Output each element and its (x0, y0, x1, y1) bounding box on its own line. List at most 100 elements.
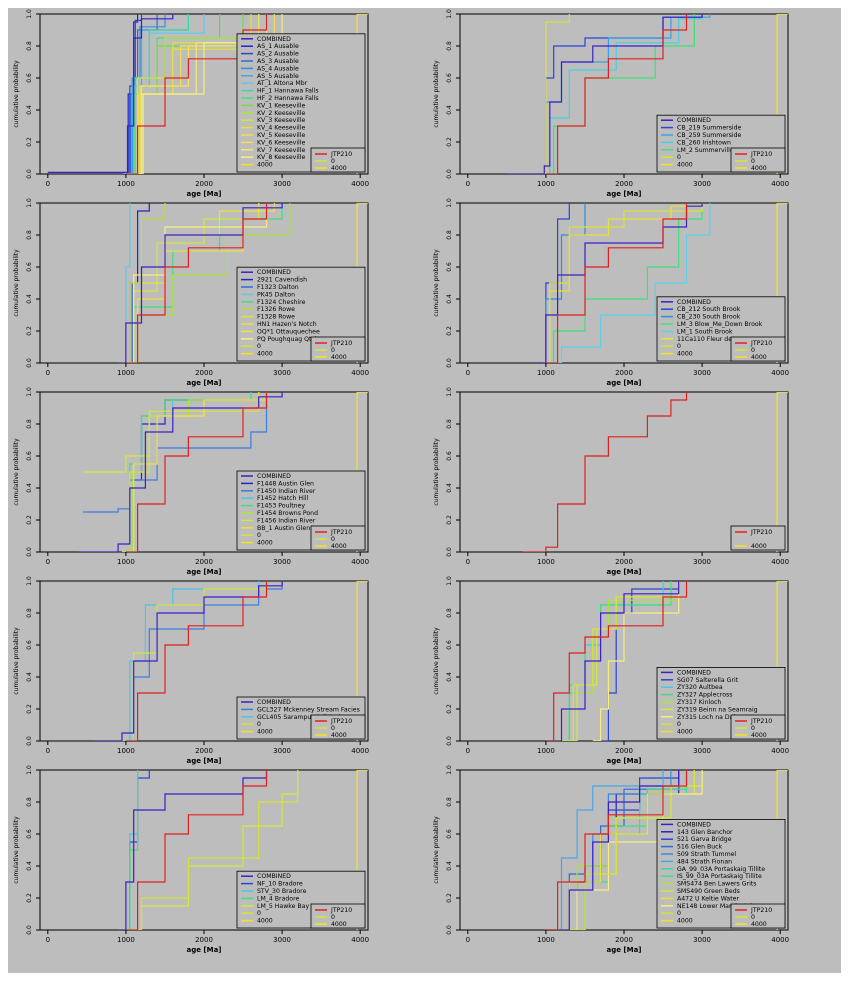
series-line-0 (122, 392, 260, 552)
y-axis-label: cumulative probability (13, 816, 20, 884)
y-tick-label: 0.6 (446, 451, 453, 461)
x-tick-label: 2000 (615, 369, 633, 377)
x-tick-label: 3000 (693, 180, 711, 188)
y-tick-label: 0.0 (446, 736, 453, 746)
reference-legend-box (310, 903, 366, 929)
legend-label: SMS490 Green Beds (677, 888, 740, 895)
chart-panel-6: 0.0 0.2 0.4 0.6 0.8 1.0 0 1000 2000 3000 4000 age [… (433, 387, 789, 576)
legend-label: ZY317 Kinloch (677, 699, 721, 706)
series-line-4000 (776, 392, 788, 552)
y-tick-label: 0.8 (446, 230, 453, 240)
chart-panel-3: 0.0 0.2 0.4 0.6 0.8 1.0 0 1000 2000 3000 4000 age [… (13, 198, 369, 387)
y-tick-label: 0.4 (446, 672, 453, 682)
y-tick-label: 1.0 (26, 765, 33, 775)
series-line-bb-1-austin-glen (122, 392, 260, 552)
legend-label: 509 Strath Tummel (677, 851, 736, 858)
legend-label: A472 U Keltie Water (677, 895, 739, 902)
legend-label: KV_7 Keeseville (257, 147, 305, 154)
legend-label: 4000 (677, 729, 693, 736)
y-tick-label: 0.6 (26, 829, 33, 839)
legend-label: ZY315 Loch na Dal (677, 714, 735, 721)
legend-label: 0 (257, 532, 261, 539)
chart-panel-8: 0.0 0.2 0.4 0.6 0.8 1.0 0 1000 2000 3000 4000 age [… (433, 576, 789, 765)
chart-panel-5: 0.0 0.2 0.4 0.6 0.8 1.0 0 1000 2000 3000 4000 age [… (13, 387, 369, 576)
series-line-f1456-indian-river (83, 392, 268, 473)
figure: 0.0 0.2 0.4 0.6 0.8 1.0 0 1000 2000 3000 4000 age [… (8, 8, 841, 973)
y-tick-label: 0.6 (26, 73, 33, 83)
x-tick-label: 4000 (351, 558, 369, 566)
y-tick-label: 0.8 (446, 419, 453, 429)
y-tick-label: 0.2 (446, 137, 453, 147)
legend-label: 4000 (257, 351, 273, 358)
x-axis-label: age [Ma] (186, 379, 221, 387)
y-tick-label: 0.2 (446, 515, 453, 525)
legend-label: 2921 Cavendish (257, 277, 307, 284)
x-tick-label: 3000 (693, 369, 711, 377)
series-line-0 (542, 203, 703, 363)
y-axis-label: cumulative probability (13, 249, 20, 317)
legend-label: F1324 Cheshire (257, 299, 306, 306)
y-axis-label: cumulative probability (433, 627, 440, 695)
x-tick-label: 1000 (537, 558, 555, 566)
x-tick-label: 2000 (615, 558, 633, 566)
x-tick-label: 1000 (117, 180, 135, 188)
legend-label: 0 (257, 910, 261, 917)
legend-label: 0 (751, 914, 755, 921)
legend-label: AT_1 Altona Mbr (257, 80, 308, 87)
y-tick-label: 0.2 (446, 893, 453, 903)
series-line-jtp210 (545, 581, 688, 741)
x-axis-label: age [Ma] (186, 946, 221, 954)
legend-label: JTP210 (330, 151, 352, 158)
legend-label: 4000 (751, 354, 767, 361)
x-tick-label: 0 (46, 936, 50, 944)
series-line-pk45-dalton (122, 203, 131, 363)
legend-label: 0 (331, 914, 335, 921)
legend-label: PQ Poughquag Qtzite (257, 336, 323, 343)
y-tick-label: 0.2 (26, 893, 33, 903)
chart-panel-2: 0.0 0.2 0.4 0.6 0.8 1.0 0 1000 2000 3000 4000 age [… (433, 9, 789, 198)
x-axis-label: age [Ma] (606, 568, 641, 576)
y-tick-label: 0.0 (26, 547, 33, 557)
legend-label: STV_30 Bradore (257, 888, 307, 895)
legend-label: F1448 Austin Glen (257, 480, 314, 487)
y-tick-label: 0.0 (26, 358, 33, 368)
y-axis-label: cumulative probability (433, 438, 440, 506)
series-line-combined (118, 770, 268, 930)
y-tick-label: 0.4 (26, 105, 33, 115)
y-tick-label: 0.0 (26, 736, 33, 746)
legend-label: 0 (751, 347, 755, 354)
series-line-combined (47, 14, 174, 173)
series-line-4000 (356, 581, 368, 741)
series-line-jtp210 (125, 581, 268, 741)
x-tick-label: 4000 (351, 936, 369, 944)
x-axis-label: age [Ma] (606, 946, 641, 954)
y-tick-label: 1.0 (446, 576, 453, 586)
x-tick-label: 3000 (693, 747, 711, 755)
y-tick-label: 1.0 (26, 198, 33, 208)
legend-label: ZY327 Applecross (677, 692, 732, 699)
legend-label: CB_230 South Brook (677, 314, 741, 321)
y-tick-label: 0.4 (446, 483, 453, 493)
legend-label: 4000 (677, 351, 693, 358)
y-tick-label: 0.8 (446, 608, 453, 618)
series-line-jtp210 (545, 770, 688, 930)
legend-label: F1328 Rowe (257, 314, 295, 321)
legend-label: KV_5 Keeseville (257, 132, 305, 139)
chart-panel-4: 0.0 0.2 0.4 0.6 0.8 1.0 0 1000 2000 3000 4000 age [… (433, 198, 789, 387)
x-axis-label: age [Ma] (606, 190, 641, 198)
legend-label: 143 Glen Banchor (677, 829, 733, 836)
legend-label: 4000 (257, 162, 273, 169)
x-tick-label: 3000 (693, 558, 711, 566)
x-tick-label: 0 (46, 747, 50, 755)
x-tick-label: 3000 (273, 369, 291, 377)
x-tick-label: 3000 (693, 936, 711, 944)
y-tick-label: 0.2 (446, 326, 453, 336)
y-tick-label: 0.8 (26, 419, 33, 429)
y-tick-label: 0.6 (26, 262, 33, 272)
legend-label: SMS474 Ben Lawers Grits (677, 881, 756, 888)
legend-label: AS_1 Ausable (257, 43, 299, 50)
y-tick-label: 0.0 (446, 547, 453, 557)
x-tick-label: 1000 (117, 936, 135, 944)
series-line-zy315-loch-na-dal (592, 581, 680, 741)
y-axis-label: cumulative probability (13, 60, 20, 128)
